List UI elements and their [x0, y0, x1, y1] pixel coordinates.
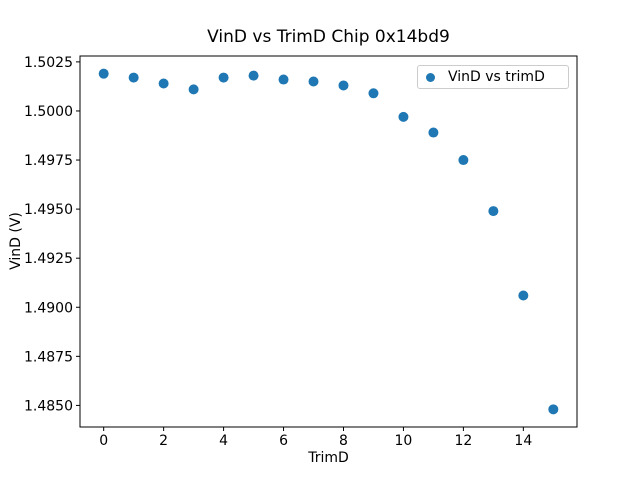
x-tick-label: 12 — [454, 433, 472, 449]
x-tick-label: 4 — [219, 433, 228, 449]
plot-frame — [79, 55, 578, 428]
data-point[interactable] — [218, 72, 229, 83]
x-tick-label: 6 — [279, 433, 288, 449]
y-axis-label: VinD (V) — [8, 212, 24, 270]
x-tick-label: 14 — [514, 433, 532, 449]
x-tick-label: 0 — [99, 433, 108, 449]
data-point[interactable] — [398, 111, 409, 122]
y-tick-label: 1.4875 — [24, 349, 73, 365]
data-point[interactable] — [278, 74, 289, 85]
data-point[interactable] — [368, 88, 379, 99]
x-tick-label: 8 — [339, 433, 348, 449]
data-point[interactable] — [458, 155, 469, 166]
chart-title: VinD vs TrimD Chip 0x14bd9 — [207, 27, 450, 47]
data-point[interactable] — [308, 76, 319, 87]
y-tick-label: 1.4975 — [24, 153, 73, 169]
data-point[interactable] — [98, 68, 109, 79]
data-point[interactable] — [158, 78, 169, 89]
data-point[interactable] — [338, 80, 349, 91]
legend-marker-dot — [426, 72, 435, 82]
data-point[interactable] — [128, 72, 139, 83]
data-point[interactable] — [488, 206, 499, 217]
data-point[interactable] — [548, 404, 559, 415]
data-point[interactable] — [248, 70, 259, 81]
data-point[interactable] — [518, 290, 529, 301]
data-point[interactable] — [428, 127, 439, 138]
x-axis-label: TrimD — [308, 450, 349, 466]
y-tick-label: 1.5025 — [24, 55, 73, 71]
data-point[interactable] — [188, 84, 199, 95]
y-tick-label: 1.4850 — [24, 398, 73, 414]
legend-label: VinD vs trimD — [448, 69, 545, 85]
y-tick-label: 1.4950 — [24, 202, 73, 218]
y-tick-label: 1.4925 — [24, 251, 73, 267]
legend: VinD vs trimD — [417, 65, 569, 89]
x-tick-label: 10 — [395, 433, 413, 449]
x-tick-label: 2 — [159, 433, 168, 449]
y-tick-label: 1.5000 — [24, 104, 73, 120]
y-tick-label: 1.4900 — [24, 300, 73, 316]
